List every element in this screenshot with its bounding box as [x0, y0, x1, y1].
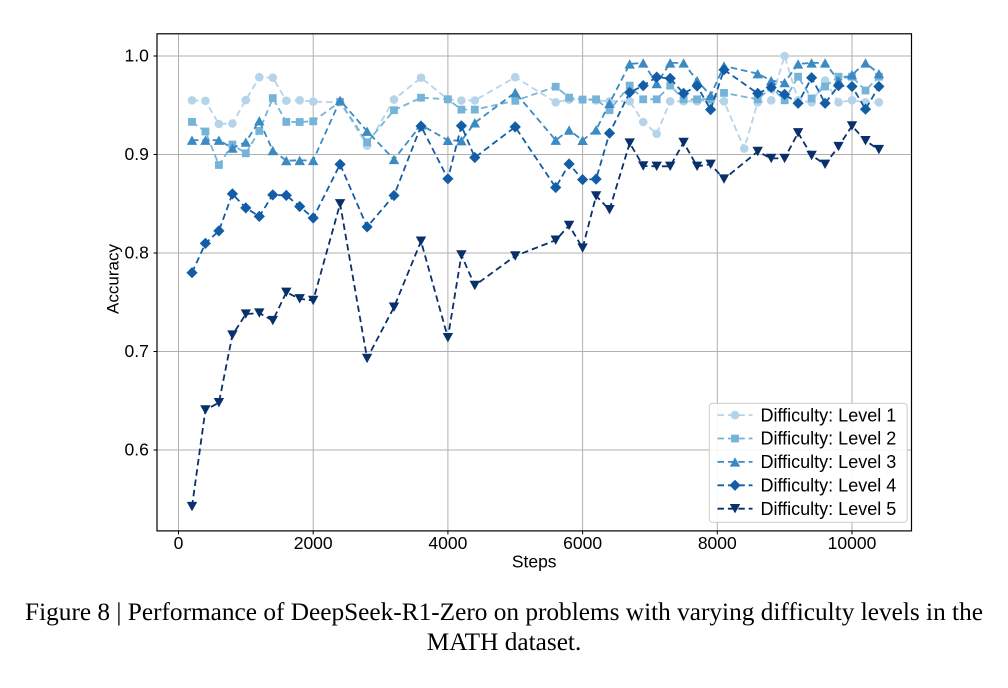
svg-text:0.6: 0.6 [124, 439, 148, 459]
svg-text:0.7: 0.7 [124, 341, 148, 361]
svg-text:4000: 4000 [428, 533, 467, 553]
svg-text:Difficulty: Level 5: Difficulty: Level 5 [761, 499, 897, 519]
svg-text:0: 0 [174, 533, 184, 553]
svg-text:0.8: 0.8 [124, 242, 148, 262]
svg-text:Difficulty: Level 3: Difficulty: Level 3 [761, 452, 897, 472]
svg-text:8000: 8000 [698, 533, 737, 553]
svg-text:Accuracy: Accuracy [104, 244, 123, 314]
svg-text:0.9: 0.9 [124, 144, 148, 164]
svg-text:1.0: 1.0 [124, 45, 149, 65]
svg-text:10000: 10000 [828, 533, 877, 553]
svg-text:Difficulty: Level 2: Difficulty: Level 2 [761, 429, 897, 449]
svg-text:Steps: Steps [512, 552, 557, 572]
svg-text:6000: 6000 [563, 533, 602, 553]
svg-text:Difficulty: Level 4: Difficulty: Level 4 [761, 476, 897, 496]
svg-text:Difficulty: Level 1: Difficulty: Level 1 [761, 405, 897, 425]
svg-text:2000: 2000 [294, 533, 333, 553]
